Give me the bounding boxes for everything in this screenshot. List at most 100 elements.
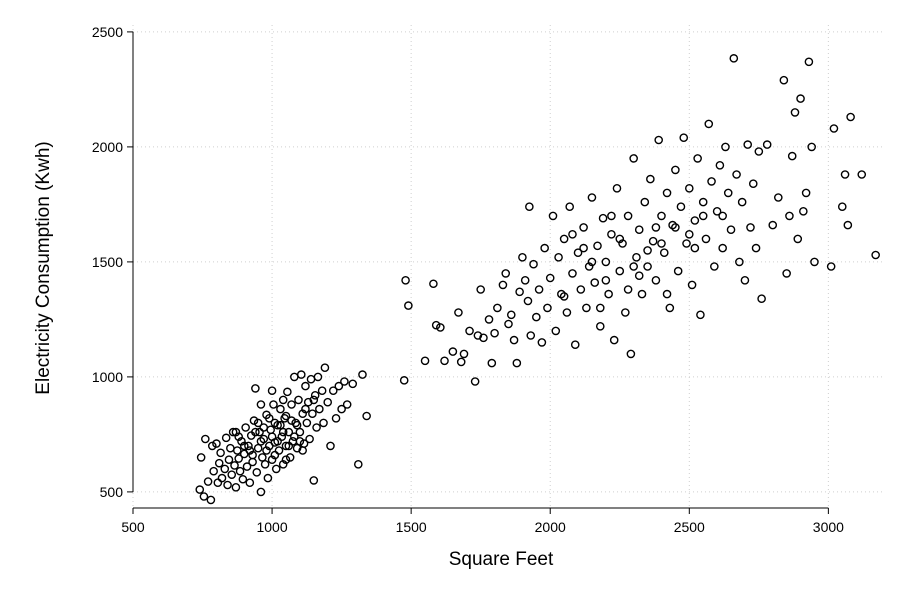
data-point <box>226 443 235 453</box>
data-point <box>203 477 213 486</box>
data-point <box>512 358 522 368</box>
data-point <box>244 441 253 451</box>
data-point <box>399 376 409 385</box>
data-point <box>671 165 680 175</box>
data-point <box>643 262 652 271</box>
data-point <box>245 446 255 455</box>
data-point <box>707 177 716 186</box>
data-point <box>623 211 633 221</box>
data-point <box>601 257 611 267</box>
data-point <box>276 420 285 430</box>
data-point <box>646 174 655 184</box>
data-point <box>290 432 299 442</box>
data-point <box>319 418 328 428</box>
data-point <box>693 154 702 163</box>
data-point <box>256 400 266 409</box>
data-point <box>615 234 625 244</box>
data-point <box>273 436 282 446</box>
data-point <box>718 243 727 253</box>
data-point <box>648 236 658 246</box>
data-point <box>721 142 730 152</box>
data-point <box>326 441 335 451</box>
data-point <box>743 140 753 149</box>
data-point <box>698 197 708 207</box>
data-point <box>334 381 344 391</box>
data-point <box>554 252 563 262</box>
data-point <box>748 179 758 188</box>
data-point <box>221 433 231 443</box>
data-point <box>302 418 312 428</box>
data-point <box>260 459 270 469</box>
data-point <box>277 432 287 442</box>
data-point <box>315 404 324 414</box>
data-point <box>479 333 488 343</box>
data-point <box>266 425 275 435</box>
data-point <box>607 211 616 221</box>
data-point <box>454 308 463 317</box>
data-point <box>217 473 227 483</box>
data-point <box>632 252 641 262</box>
data-point <box>604 289 613 299</box>
data-point <box>281 441 291 451</box>
data-point <box>504 319 513 329</box>
data-point <box>309 395 319 405</box>
data-point <box>768 220 778 230</box>
data-point <box>248 450 257 460</box>
data-point <box>715 160 725 170</box>
data-point <box>228 427 238 437</box>
data-point <box>281 411 291 421</box>
data-point <box>212 439 221 448</box>
data-point <box>690 243 700 253</box>
data-point <box>337 404 346 414</box>
data-point <box>570 340 580 350</box>
data-point <box>562 308 572 317</box>
data-point <box>237 436 246 446</box>
data-point <box>723 188 733 198</box>
data-point <box>216 448 225 458</box>
data-point <box>607 229 616 239</box>
data-point <box>233 446 242 455</box>
data-point <box>673 266 683 276</box>
data-point <box>629 262 638 271</box>
data-point <box>662 289 672 299</box>
data-point <box>401 275 410 285</box>
data-point <box>682 239 691 248</box>
data-point <box>657 211 666 221</box>
data-point <box>269 400 278 409</box>
data-point <box>287 400 296 409</box>
data-point <box>476 285 485 294</box>
data-point <box>214 458 224 468</box>
data-point <box>609 335 619 345</box>
data-point <box>615 266 625 276</box>
data-point <box>404 301 413 310</box>
data-point <box>249 416 259 425</box>
x-tick-label: 500 <box>121 519 145 535</box>
data-point <box>595 303 605 313</box>
data-point <box>559 234 569 244</box>
data-point <box>310 390 320 400</box>
data-point <box>534 285 544 294</box>
data-point <box>779 75 789 85</box>
data-point <box>740 275 750 285</box>
data-point <box>729 54 739 63</box>
data-point <box>732 170 741 179</box>
data-point <box>626 349 636 359</box>
data-point <box>263 473 273 483</box>
data-point <box>294 395 303 405</box>
data-point <box>448 347 458 356</box>
data-point <box>298 409 307 419</box>
data-point <box>526 331 536 340</box>
data-point <box>353 459 363 469</box>
data-point <box>358 370 367 379</box>
data-point <box>284 441 294 451</box>
data-point <box>751 243 761 253</box>
data-point <box>518 252 527 262</box>
data-point <box>473 331 483 340</box>
data-point <box>501 269 511 278</box>
data-point <box>634 225 644 234</box>
data-point <box>579 223 588 232</box>
data-point <box>735 257 744 267</box>
x-axis-title: Square Feet <box>449 549 554 570</box>
data-point <box>431 320 441 330</box>
data-point <box>465 326 474 336</box>
